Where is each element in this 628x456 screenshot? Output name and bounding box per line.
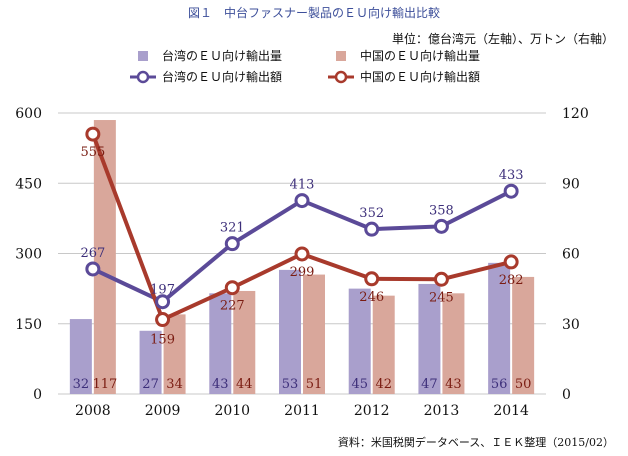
x-tick-label: 2013 [424, 403, 460, 419]
bar-value-label: 50 [515, 377, 532, 392]
bar [303, 274, 325, 394]
line-value-label: 159 [150, 333, 175, 348]
bar [163, 314, 186, 394]
line-value-label: 358 [429, 203, 454, 218]
line-value-label: 413 [290, 178, 315, 193]
line-value-label: 299 [290, 265, 315, 280]
bar [233, 290, 256, 394]
point [155, 294, 171, 310]
y-left-tick-label: 150 [15, 317, 42, 333]
x-tick-label: 2011 [284, 403, 320, 419]
y-left-tick-label: 0 [33, 387, 42, 403]
point [364, 271, 380, 287]
x-tick-label: 2012 [354, 403, 390, 419]
y-left-tick-label: 600 [15, 106, 42, 122]
point [433, 218, 449, 234]
line-value-label: 433 [499, 168, 524, 183]
bar [418, 283, 441, 394]
legend-marker [334, 70, 348, 84]
point [294, 246, 310, 262]
y-right-tick-label: 30 [562, 317, 580, 333]
point [224, 280, 240, 296]
bar-value-label: 43 [445, 377, 462, 392]
legend-label: 台湾のＥＵ向け輸出額 [162, 69, 282, 84]
y-left-tick-label: 300 [15, 247, 42, 263]
line-value-label: 321 [220, 221, 245, 236]
line-value-label: 555 [80, 145, 105, 160]
bar-value-label: 27 [142, 377, 159, 392]
bar [372, 295, 395, 394]
chart-title: 図１ 中台ファスナー製品のＥＵ向け輸出比較 [187, 6, 440, 20]
legend-swatch [336, 51, 346, 61]
bar-value-label: 117 [92, 377, 117, 392]
line-value-label: 227 [220, 299, 245, 314]
bar [348, 288, 371, 394]
x-tick-label: 2014 [493, 403, 529, 419]
bar [69, 319, 92, 394]
y-right-tick-label: 120 [562, 106, 589, 122]
bar-value-label: 56 [491, 377, 508, 392]
point [364, 221, 380, 237]
line-value-label: 352 [359, 206, 384, 221]
point [85, 126, 101, 142]
bar [209, 293, 232, 394]
legend-swatch [138, 51, 148, 61]
y-right-tick-label: 90 [562, 176, 580, 192]
legend-label: 中国のＥＵ向け輸出量 [360, 48, 480, 63]
point [85, 261, 101, 277]
bar-value-label: 51 [306, 377, 323, 392]
bar [93, 120, 116, 395]
y-right-tick-label: 0 [562, 387, 571, 403]
point [224, 236, 240, 252]
bar [279, 269, 301, 394]
point [503, 183, 519, 199]
line-value-label: 245 [429, 290, 454, 305]
bar [442, 293, 465, 394]
x-tick-label: 2010 [214, 403, 250, 419]
y-right-tick-label: 60 [562, 247, 580, 263]
legend-label: 台湾のＥＵ向け輸出量 [162, 48, 282, 63]
y-left-tick-label: 450 [15, 176, 42, 192]
source-note: 資料：米国税関データベース、ＩＥＫ整理（2015/02） [337, 436, 614, 449]
bar-value-label: 32 [73, 377, 90, 392]
bar [488, 262, 511, 394]
unit-note: 単位：億台湾元（左軸）、万トン（右軸） [391, 32, 614, 46]
x-tick-label: 2009 [145, 403, 181, 419]
line-value-label: 246 [359, 290, 384, 305]
bar-value-label: 42 [375, 377, 392, 392]
line-value-label: 197 [150, 283, 175, 298]
bar-value-label: 34 [166, 377, 183, 392]
line-value-label: 267 [80, 246, 105, 261]
line-value-label: 282 [499, 273, 524, 288]
bar-value-label: 43 [212, 377, 229, 392]
legend-marker [136, 70, 150, 84]
legend-label: 中国のＥＵ向け輸出額 [360, 69, 480, 84]
bar-value-label: 44 [236, 377, 253, 392]
bar [512, 276, 535, 394]
bar-value-label: 45 [351, 377, 368, 392]
bar-value-label: 53 [282, 377, 299, 392]
point [294, 193, 310, 209]
bar [139, 330, 162, 394]
point [155, 312, 171, 328]
point [433, 271, 449, 287]
x-tick-label: 2008 [75, 403, 111, 419]
bar-value-label: 47 [421, 377, 438, 392]
point [503, 254, 519, 270]
